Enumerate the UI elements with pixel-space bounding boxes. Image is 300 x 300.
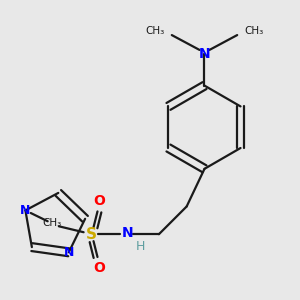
Text: N: N bbox=[20, 204, 31, 217]
Text: S: S bbox=[86, 227, 97, 242]
Text: CH₃: CH₃ bbox=[244, 26, 263, 36]
Text: N: N bbox=[199, 47, 210, 61]
Text: O: O bbox=[94, 261, 105, 275]
Text: O: O bbox=[94, 194, 105, 208]
Text: H: H bbox=[135, 240, 145, 253]
Text: CH₃: CH₃ bbox=[43, 218, 62, 228]
Text: CH₃: CH₃ bbox=[146, 26, 165, 36]
Text: N: N bbox=[122, 226, 133, 240]
Text: N: N bbox=[64, 246, 74, 259]
